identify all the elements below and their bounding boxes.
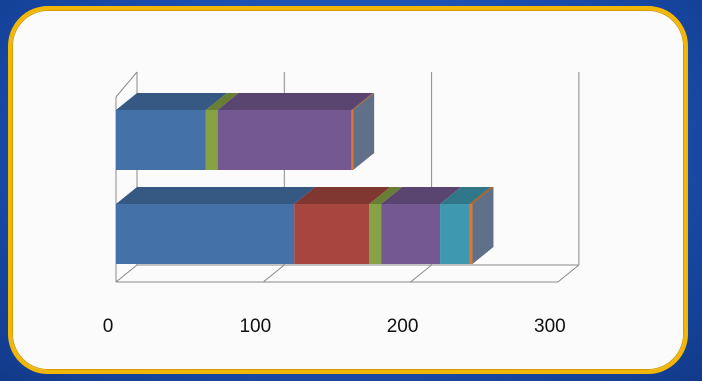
bar-segment-top [369, 187, 403, 204]
x-tick-label: 200 [387, 316, 419, 337]
bar-segment [294, 204, 370, 264]
bar-segment [116, 204, 295, 264]
bar-segment-top [469, 187, 494, 204]
y-axis-line [115, 71, 138, 98]
bar-segment [351, 110, 354, 170]
bar-segment-top [205, 93, 239, 110]
bar-segment [205, 110, 218, 170]
bar-segment [217, 110, 352, 170]
bar-segment-top [294, 187, 391, 204]
gridline [557, 264, 580, 283]
gridline [410, 264, 432, 283]
bar-segment-top [440, 187, 491, 204]
bars [116, 93, 494, 264]
x-tick-label: 0 [103, 316, 114, 337]
bar-segment-top [116, 187, 316, 204]
x-tick-label: 100 [239, 316, 271, 337]
bar-segment-top [351, 93, 375, 110]
x-tick-label: 300 [534, 316, 566, 337]
bar-segment-top [116, 93, 227, 110]
bar-segment-top [217, 93, 373, 110]
gridline [115, 264, 138, 283]
bar-end-face [353, 93, 375, 170]
bar-segment [116, 110, 206, 170]
bar-segment [381, 204, 441, 264]
bar-segment [440, 204, 470, 264]
bar-segment [469, 204, 473, 264]
bar-segment-top [381, 187, 462, 204]
bar-end-face [472, 187, 494, 264]
bar-segment [369, 204, 382, 264]
x-axis-ticks: 0 100 200 300 [103, 316, 566, 337]
gridline [262, 264, 285, 283]
